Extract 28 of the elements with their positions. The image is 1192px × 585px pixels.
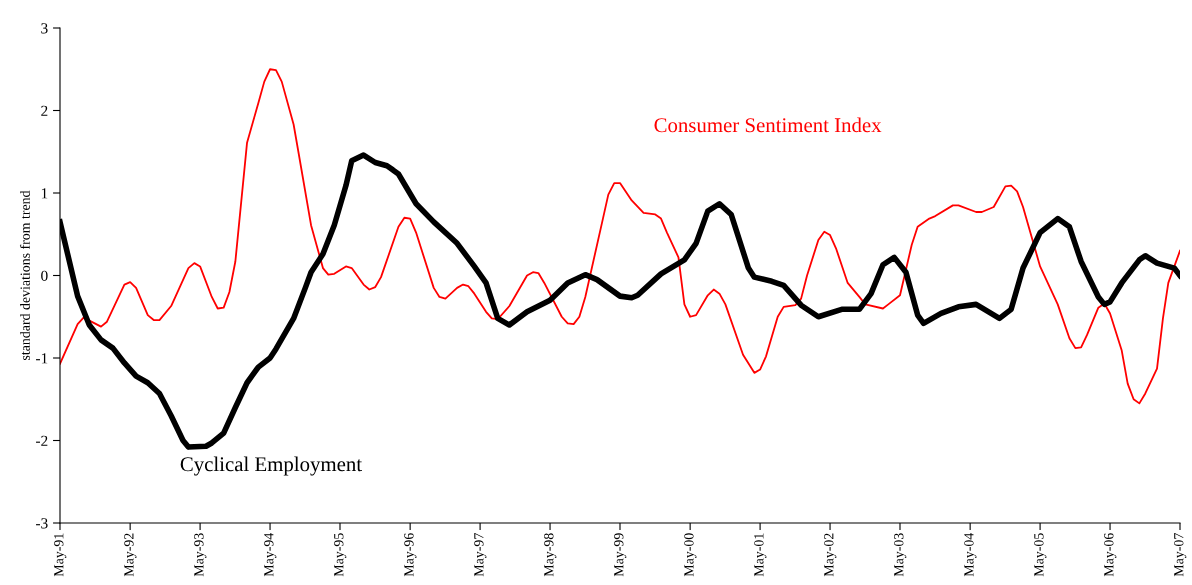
x-tick-label: May-04 [964,532,977,577]
y-tick-label: 0 [41,270,48,281]
x-tick-label: May-94 [264,532,277,577]
y-tick-label: 1 [41,188,48,199]
y-tick-label: -3 [36,518,48,529]
x-tick-label: May-01 [754,533,767,577]
y-axis-title: standard deviations from trend [19,190,30,360]
x-tick-label: May-93 [194,533,207,577]
x-tick-label: May-06 [1104,533,1117,577]
x-tick-label: May-05 [1034,533,1047,577]
x-tick-label: May-07 [1174,533,1187,577]
x-tick-label: May-91 [54,533,67,577]
text: Consumer Sentiment Index [654,117,882,133]
line-series [60,68,1180,405]
x-tick-label: May-03 [894,533,907,577]
x-tick-label: May-95 [334,533,347,577]
x-tick-label: May-99 [614,533,627,577]
y-tick-label: 2 [41,105,48,116]
x-tick-label: May-96 [404,533,417,577]
x-tick-label: May-97 [474,533,487,577]
x-tick-label: May-00 [684,533,697,577]
series-label: Cyclical Employment [180,456,362,476]
y-tick-label: -1 [36,353,48,364]
x-tick-label: May-98 [544,533,557,577]
y-tick-label: -2 [36,435,48,446]
x-tick-label: May-92 [124,533,137,577]
x-tick-label: May-02 [824,533,837,577]
y-tick-label: 3 [41,23,48,34]
